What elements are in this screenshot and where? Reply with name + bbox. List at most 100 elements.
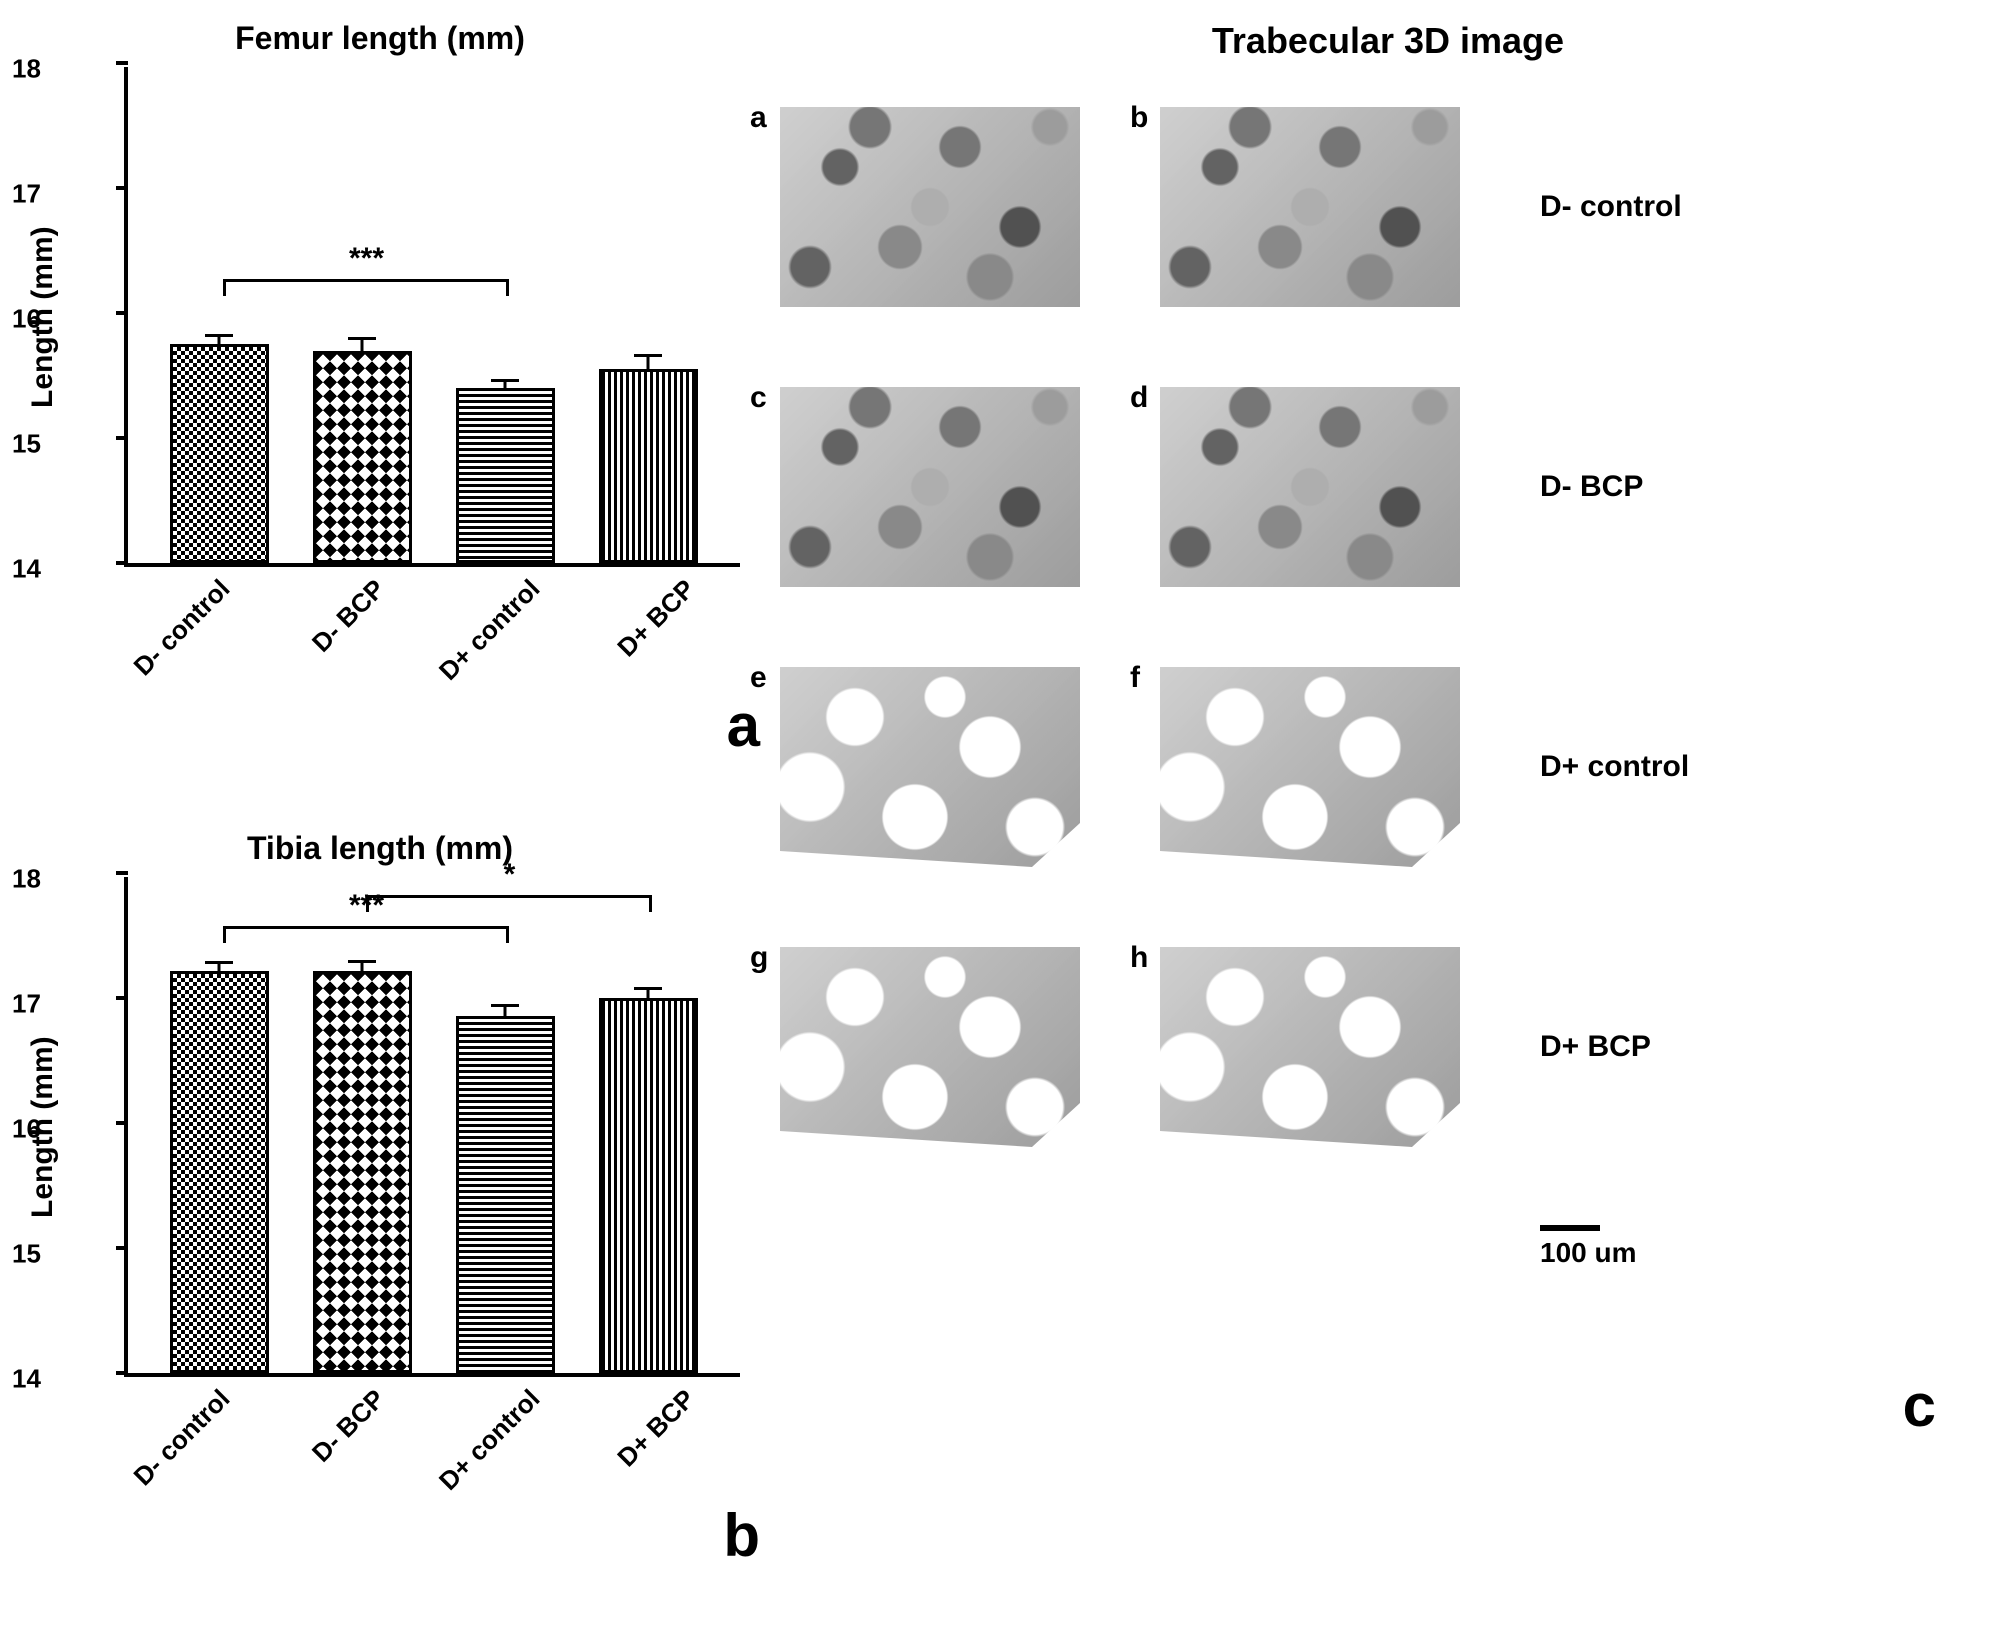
bar-wrap: [300, 971, 426, 1374]
tibia-bars: [128, 877, 740, 1373]
trabecular-panel-letter: d: [1130, 381, 1148, 415]
bar: [599, 369, 697, 563]
error-cap: [634, 354, 662, 357]
trabecular-image: [1160, 387, 1460, 587]
xlabel: D+ control: [428, 1383, 546, 1501]
error-bar: [647, 989, 650, 998]
femur-chart-area: Length (mm) 1415161718 ***: [20, 67, 740, 567]
error-cap: [491, 1004, 519, 1007]
error-cap: [348, 337, 376, 340]
ytick-mark: [116, 561, 128, 565]
ytick-label: 16: [12, 304, 41, 335]
significance-bracket: [223, 926, 509, 929]
ytick-label: 14: [12, 1364, 41, 1395]
trabecular-cell: e: [780, 667, 1100, 867]
trabecular-cell: f: [1160, 667, 1480, 867]
error-cap: [205, 334, 233, 337]
trabecular-image: [1160, 667, 1460, 867]
trabecular-panel-letter: h: [1130, 941, 1148, 975]
bar-wrap: [157, 971, 283, 1374]
significance-bracket: [366, 895, 652, 898]
error-bar: [647, 356, 650, 370]
tibia-plot: ****: [124, 877, 740, 1377]
bar: [170, 344, 268, 563]
trabecular-panel-letter: a: [750, 101, 767, 135]
ytick-mark: [116, 311, 128, 315]
error-bar: [504, 381, 507, 389]
bar-wrap: [443, 388, 569, 563]
trabecular-cell: g: [780, 947, 1100, 1147]
trabecular-title: Trabecular 3D image: [780, 20, 1996, 62]
bar-wrap: [443, 1016, 569, 1374]
error-cap: [491, 379, 519, 382]
ytick-label: 18: [12, 864, 41, 895]
trabecular-panel-letter: g: [750, 941, 768, 975]
trabecular-row-label: D- control: [1540, 190, 1800, 224]
significance-bracket: [223, 279, 509, 282]
trabecular-cell: c: [780, 387, 1100, 587]
ytick-mark: [116, 186, 128, 190]
trabecular-cell: a: [780, 107, 1100, 307]
xlabel: D+ BCP: [583, 1383, 701, 1501]
spacer: [20, 670, 740, 770]
tibia-chart: Tibia length (mm) Length (mm) 1415161718…: [20, 830, 740, 1420]
ytick-label: 16: [12, 1114, 41, 1145]
error-bar: [361, 962, 364, 971]
xlabel: D- BCP: [273, 1383, 391, 1501]
trabecular-panel-letter: e: [750, 661, 767, 695]
tibia-ytick-col: 1415161718: [66, 877, 120, 1377]
trabecular-image: [780, 947, 1080, 1147]
bar-wrap: [300, 351, 426, 564]
significance-label: *: [504, 858, 516, 892]
femur-bars: [128, 67, 740, 563]
bar-wrap: [586, 369, 712, 563]
trabecular-image: [780, 107, 1080, 307]
figure-root: Femur length (mm) Length (mm) 1415161718…: [20, 20, 1996, 1420]
right-column: Trabecular 3D image ab D- control cd D- BCP…: [780, 20, 1996, 1420]
bar: [456, 388, 554, 563]
ytick-mark: [116, 61, 128, 65]
bar-wrap: [586, 998, 712, 1373]
error-bar: [218, 963, 221, 971]
trabecular-grid: abD- controlcdD- BCPefD+ controlghD+ BCP…: [780, 92, 1996, 1282]
trabecular-image: [780, 387, 1080, 587]
ytick-mark: [116, 996, 128, 1000]
bar: [456, 1016, 554, 1374]
trabecular-row-label: D+ control: [1540, 750, 1800, 784]
trabecular-panel-letter: c: [750, 381, 767, 415]
ytick-mark: [116, 1246, 128, 1250]
left-column: Femur length (mm) Length (mm) 1415161718…: [20, 20, 740, 1420]
panel-letter-b: b: [723, 1501, 760, 1570]
error-cap: [634, 987, 662, 990]
ytick-mark: [116, 1371, 128, 1375]
femur-title: Femur length (mm): [20, 20, 740, 57]
tibia-title: Tibia length (mm): [20, 830, 740, 867]
tibia-chart-area: Length (mm) 1415161718 ****: [20, 877, 740, 1377]
ytick-label: 17: [12, 179, 41, 210]
ytick-label: 17: [12, 989, 41, 1020]
error-bar: [504, 1006, 507, 1016]
error-bar: [361, 339, 364, 350]
trabecular-image: [1160, 947, 1460, 1147]
femur-xlabels: D- controlD- BCPD+ controlD+ BCP: [80, 579, 740, 610]
trabecular-cell: b: [1160, 107, 1480, 307]
scale-bar-cell: 100 um: [1540, 1225, 1800, 1269]
error-bar: [218, 336, 221, 345]
bar: [313, 971, 411, 1374]
bar: [313, 351, 411, 564]
ytick-mark: [116, 1121, 128, 1125]
femur-plot: ***: [124, 67, 740, 567]
significance-label: ***: [349, 242, 384, 276]
trabecular-cell: h: [1160, 947, 1480, 1147]
trabecular-panel-letter: b: [1130, 101, 1148, 135]
ytick-label: 15: [12, 1239, 41, 1270]
ytick-label: 18: [12, 54, 41, 85]
tibia-xlabels: D- controlD- BCPD+ controlD+ BCP: [80, 1389, 740, 1420]
trabecular-image: [780, 667, 1080, 867]
ytick-mark: [116, 436, 128, 440]
xlabel: D- control: [118, 1383, 236, 1501]
bar-wrap: [157, 344, 283, 563]
ytick-label: 15: [12, 429, 41, 460]
femur-ytick-col: 1415161718: [66, 67, 120, 567]
trabecular-row-label: D- BCP: [1540, 470, 1800, 504]
